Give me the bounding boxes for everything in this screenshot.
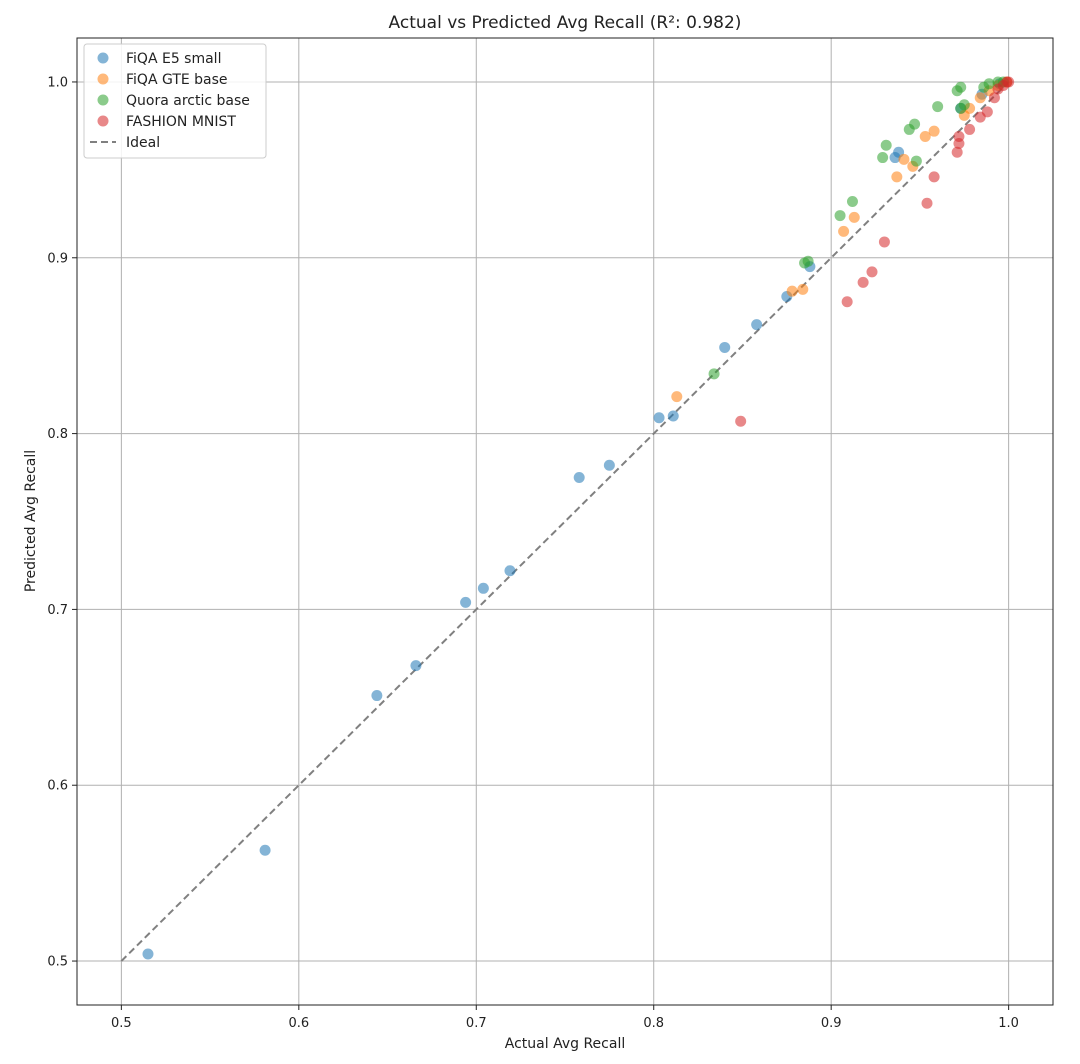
data-point xyxy=(573,472,585,484)
x-axis-ticks: 0.5 0.6 0.7 0.8 0.9 1.0 xyxy=(111,1005,1019,1031)
y-tick-label: 0.6 xyxy=(47,779,68,794)
data-point xyxy=(797,283,809,295)
x-tick-label: 0.7 xyxy=(466,1016,487,1031)
data-point xyxy=(653,412,665,424)
data-point xyxy=(857,276,869,288)
x-tick-label: 0.6 xyxy=(288,1016,309,1031)
data-point xyxy=(988,92,1000,104)
legend-label: Quora arctic base xyxy=(126,93,250,109)
legend-label: FiQA GTE base xyxy=(126,72,228,88)
legend-marker xyxy=(97,94,109,106)
data-point xyxy=(802,255,814,267)
y-tick-label: 0.8 xyxy=(47,427,68,442)
data-point xyxy=(880,139,892,151)
data-point xyxy=(910,155,922,167)
data-point xyxy=(921,197,933,209)
legend: FiQA E5 small FiQA GTE base Quora arctic b… xyxy=(83,43,267,159)
data-point xyxy=(898,153,910,165)
legend-marker xyxy=(97,115,109,127)
legend-marker xyxy=(97,52,109,64)
grid xyxy=(77,38,1053,1005)
data-point xyxy=(735,415,747,427)
y-tick-label: 0.5 xyxy=(47,955,68,970)
data-point xyxy=(955,81,967,93)
data-point xyxy=(1003,76,1015,88)
y-tick-label: 0.9 xyxy=(47,251,68,266)
data-point xyxy=(909,118,921,130)
data-point xyxy=(951,146,963,158)
ideal-line xyxy=(120,81,1010,962)
data-point xyxy=(877,152,889,164)
data-point xyxy=(983,78,995,90)
data-point xyxy=(953,130,965,142)
data-point xyxy=(708,368,720,380)
data-point xyxy=(848,211,860,223)
data-point xyxy=(667,410,679,422)
data-point xyxy=(142,948,154,960)
y-axis-ticks: 0.5 0.6 0.7 0.8 0.9 1.0 xyxy=(47,75,77,970)
legend-label: Ideal xyxy=(126,135,160,151)
data-point xyxy=(928,125,940,137)
plot-frame xyxy=(76,37,1054,1006)
data-point xyxy=(786,285,798,297)
y-axis-label: Predicted Avg Recall xyxy=(23,450,39,592)
y-tick-label: 0.7 xyxy=(47,603,68,618)
data-point xyxy=(838,225,850,237)
data-points xyxy=(142,76,1015,960)
legend-label: FASHION MNIST xyxy=(126,114,236,130)
legend-label: FiQA E5 small xyxy=(126,51,221,67)
data-point xyxy=(866,266,878,278)
data-point xyxy=(371,690,383,702)
data-point xyxy=(964,123,976,135)
data-point xyxy=(928,171,940,183)
data-point xyxy=(671,391,683,403)
data-point xyxy=(834,210,846,222)
x-axis-label: Actual Avg Recall xyxy=(505,1036,625,1052)
legend-box xyxy=(83,43,267,159)
data-point xyxy=(878,236,890,248)
data-point xyxy=(891,171,903,183)
data-point xyxy=(410,660,422,672)
y-tick-label: 1.0 xyxy=(47,75,68,90)
data-point xyxy=(841,296,853,308)
x-tick-label: 0.9 xyxy=(821,1016,842,1031)
series-2 xyxy=(708,76,1009,380)
data-point xyxy=(974,92,986,104)
data-point xyxy=(477,582,489,594)
data-point xyxy=(719,341,731,353)
data-point xyxy=(846,196,858,208)
data-point xyxy=(751,319,763,331)
series-3 xyxy=(735,76,1015,427)
ideal-line-layer xyxy=(120,81,1010,962)
x-tick-label: 1.0 xyxy=(998,1016,1019,1031)
chart-title: Actual vs Predicted Avg Recall (R²: 0.98… xyxy=(389,13,742,33)
x-tick-label: 0.8 xyxy=(643,1016,664,1031)
data-point xyxy=(460,596,472,608)
data-point xyxy=(932,101,944,113)
data-point xyxy=(958,99,970,111)
data-point xyxy=(259,844,271,856)
data-point xyxy=(504,565,516,577)
data-point xyxy=(919,130,931,142)
data-point xyxy=(981,106,993,118)
legend-marker xyxy=(97,73,109,85)
data-point xyxy=(603,459,615,471)
x-tick-label: 0.5 xyxy=(111,1016,132,1031)
